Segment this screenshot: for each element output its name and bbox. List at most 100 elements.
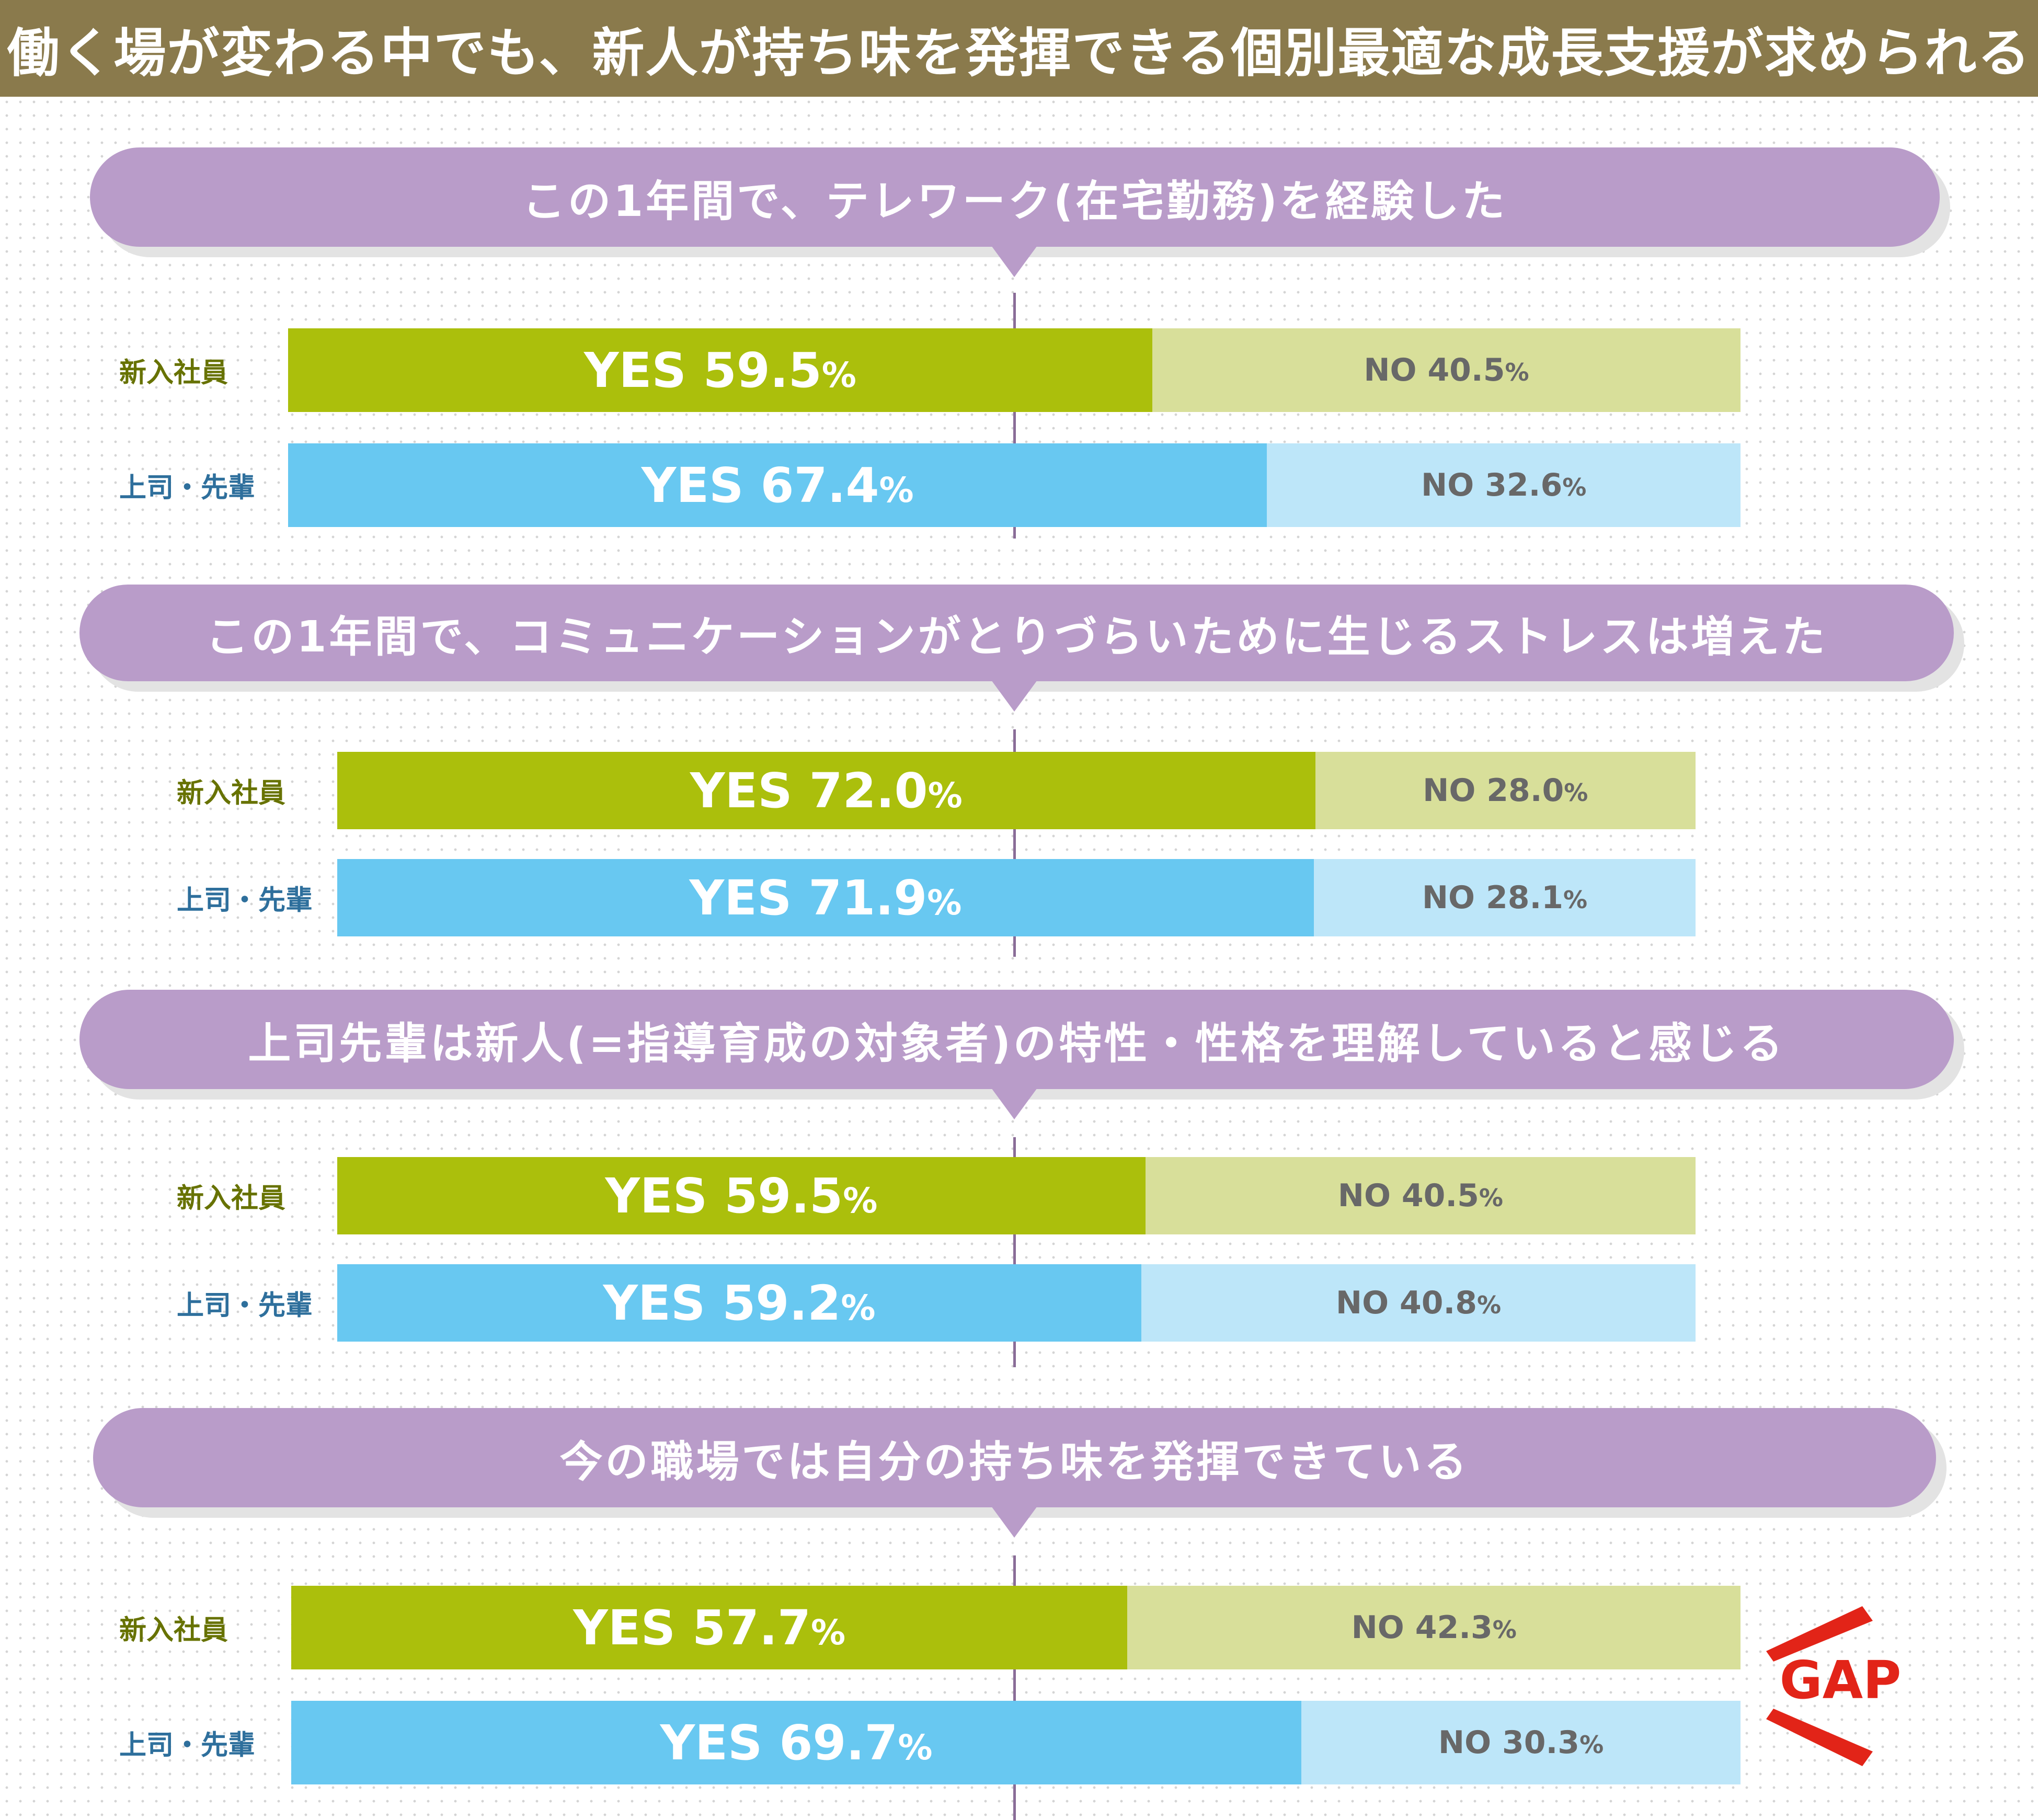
question-1-senior-no-label: NO 32.6%	[1421, 467, 1586, 503]
question-2-senior-label: 上司・先輩	[177, 885, 313, 917]
question-1-new-employee-label: 新入社員	[119, 357, 228, 389]
question-2-new-employee-no-bar: NO 28.0%	[1315, 752, 1696, 829]
question-4-senior-yes-series: YES	[660, 1714, 763, 1771]
question-3-new-employee-no-label: NO 40.5%	[1338, 1177, 1503, 1214]
headline-banner: 働く場が変わる中でも、新人が持ち味を発揮できる個別最適な成長支援が求められる	[0, 0, 2038, 97]
question-1-new-employee-no-label: NO 40.5%	[1364, 352, 1529, 388]
question-1-title-text: この1年間で、テレワーク(在宅勤務)を経験した	[522, 176, 1507, 226]
question-1-senior-bar: YES 67.4% NO 32.6%	[288, 443, 1741, 527]
question-2-new-employee-no-series: NO	[1423, 772, 1476, 809]
question-4-senior-yes-percent: %	[898, 1727, 933, 1768]
question-4-new-employee-yes-value: 57.7	[692, 1599, 811, 1656]
question-2-new-employee-yes-percent: %	[928, 775, 963, 816]
question-1-center-line	[1013, 293, 1016, 539]
question-4-senior-yes-value: 69.7	[779, 1714, 898, 1771]
question-1-senior-label: 上司・先輩	[119, 472, 256, 504]
question-2-new-employee-label: 新入社員	[177, 777, 286, 809]
question-4-center-line	[1013, 1555, 1016, 1820]
question-1-senior-yes-bar: YES 67.4%	[288, 443, 1267, 527]
question-1-new-employee-yes-label: YES 59.5%	[584, 342, 856, 398]
question-4-title-text: 今の職場では自分の持ち味を発揮できている	[559, 1437, 1470, 1487]
question-1-senior-yes-label: YES 67.4%	[642, 457, 914, 513]
question-2-senior-yes-value: 71.9	[808, 869, 928, 926]
question-3-senior-yes-value: 59.2	[722, 1275, 841, 1331]
question-1-new-employee-no-value: 40.5	[1427, 352, 1505, 388]
question-3-senior-yes-percent: %	[841, 1287, 876, 1328]
question-4-title: 今の職場では自分の持ち味を発揮できている	[93, 1408, 1936, 1507]
question-2-title: この1年間で、コミュニケーションがとりづらいために生じるストレスは増えた	[79, 585, 1954, 681]
question-2-new-employee-no-percent: %	[1564, 779, 1588, 807]
question-1-senior-no-percent: %	[1562, 473, 1587, 501]
question-3-center-line	[1013, 1137, 1016, 1367]
question-2-senior-yes-bar: YES 71.9%	[337, 859, 1314, 936]
question-2-senior-no-label: NO 28.1%	[1422, 879, 1587, 916]
question-3-senior-no-value: 40.8	[1399, 1285, 1478, 1321]
question-2-senior-yes-percent: %	[927, 882, 962, 923]
question-2-new-employee-yes-series: YES	[690, 762, 793, 819]
question-2-new-employee-yes-value: 72.0	[809, 762, 928, 819]
question-1-new-employee-yes-percent: %	[821, 354, 856, 395]
question-3-new-employee-yes-percent: %	[843, 1180, 878, 1221]
question-2-center-line	[1013, 729, 1016, 957]
question-4-title-pointer	[991, 1506, 1037, 1538]
question-3-senior-bar: YES 59.2% NO 40.8%	[337, 1264, 1696, 1342]
question-4-new-employee-no-bar: NO 42.3%	[1127, 1586, 1741, 1669]
question-1-new-employee-yes-bar: YES 59.5%	[288, 328, 1152, 412]
question-1-title: この1年間で、テレワーク(在宅勤務)を経験した	[90, 147, 1940, 247]
question-2-senior-no-value: 28.1	[1485, 879, 1563, 916]
question-3-senior-yes-label: YES 59.2%	[603, 1275, 876, 1331]
question-3-title-box: 上司先輩は新人(=指導育成の対象者)の特性・性格を理解していると感じる	[79, 990, 1964, 1100]
question-1-senior-yes-series: YES	[641, 457, 744, 513]
question-1-senior-yes-value: 67.4	[760, 457, 879, 513]
question-4-senior-no-value: 30.3	[1502, 1724, 1580, 1761]
question-4-new-employee-no-percent: %	[1492, 1616, 1517, 1644]
question-3-new-employee-no-value: 40.5	[1401, 1177, 1479, 1214]
question-4-new-employee-yes-bar: YES 57.7%	[291, 1586, 1128, 1669]
question-1-senior-yes-percent: %	[879, 470, 914, 510]
question-2-senior-yes-series: YES	[689, 869, 792, 926]
question-3-new-employee-yes-value: 59.5	[724, 1167, 843, 1224]
question-2-title-text: この1年間で、コミュニケーションがとりづらいために生じるストレスは増えた	[205, 612, 1828, 662]
question-4-senior-no-percent: %	[1579, 1731, 1604, 1759]
question-1-new-employee-bar: YES 59.5% NO 40.5%	[288, 328, 1741, 412]
gap-badge: GAP	[1762, 1600, 1919, 1778]
question-3-title-pointer	[991, 1088, 1037, 1119]
question-4-new-employee-yes-label: YES 57.7%	[573, 1600, 845, 1656]
question-4-new-employee-label: 新入社員	[119, 1615, 228, 1646]
question-3-title: 上司先輩は新人(=指導育成の対象者)の特性・性格を理解していると感じる	[79, 990, 1954, 1089]
gap-label: GAP	[1779, 1650, 1902, 1711]
question-2-senior-no-series: NO	[1422, 879, 1475, 916]
question-2-new-employee-no-value: 28.0	[1486, 772, 1564, 809]
question-1-title-pointer	[991, 246, 1037, 277]
question-3-senior-no-percent: %	[1477, 1291, 1502, 1319]
question-3-new-employee-label: 新入社員	[177, 1183, 286, 1215]
question-2-new-employee-no-label: NO 28.0%	[1423, 772, 1588, 809]
question-2-senior-bar: YES 71.9% NO 28.1%	[337, 859, 1696, 936]
question-3-new-employee-yes-series: YES	[605, 1167, 708, 1224]
question-2-new-employee-yes-bar: YES 72.0%	[337, 752, 1315, 829]
question-3-title-text: 上司先輩は新人(=指導育成の対象者)の特性・性格を理解していると感じる	[248, 1018, 1785, 1069]
gap-chevron-icon	[1766, 1606, 1873, 1766]
question-2-senior-no-bar: NO 28.1%	[1313, 859, 1696, 936]
question-1-senior-no-bar: NO 32.6%	[1267, 443, 1741, 527]
question-1-senior-no-value: 32.6	[1485, 467, 1563, 503]
question-2-senior-yes-label: YES 71.9%	[690, 870, 962, 926]
question-1-new-employee-no-percent: %	[1505, 358, 1529, 386]
question-4-new-employee-yes-percent: %	[811, 1612, 846, 1653]
question-4-senior-label: 上司・先輩	[119, 1730, 256, 1761]
question-2-senior-no-percent: %	[1563, 886, 1588, 914]
headline-text: 働く場が変わる中でも、新人が持ち味を発揮できる個別最適な成長支援が求められる	[7, 22, 2031, 84]
question-3-senior-yes-series: YES	[603, 1275, 706, 1331]
question-1-new-employee-no-series: NO	[1364, 352, 1417, 388]
question-4-new-employee-bar: YES 57.7% NO 42.3%	[291, 1586, 1741, 1669]
question-4-new-employee-yes-series: YES	[573, 1599, 675, 1656]
question-3-senior-no-bar: NO 40.8%	[1141, 1264, 1696, 1342]
question-1-senior-no-series: NO	[1421, 467, 1474, 503]
question-4-senior-yes-bar: YES 69.7%	[291, 1701, 1302, 1784]
question-2-new-employee-yes-label: YES 72.0%	[690, 763, 963, 819]
question-1-new-employee-yes-value: 59.5	[703, 342, 822, 398]
question-3-new-employee-bar: YES 59.5% NO 40.5%	[337, 1157, 1696, 1234]
question-4-senior-no-series: NO	[1438, 1724, 1492, 1761]
question-4-new-employee-no-label: NO 42.3%	[1352, 1609, 1517, 1646]
question-1-title-box: この1年間で、テレワーク(在宅勤務)を経験した	[90, 147, 1950, 257]
